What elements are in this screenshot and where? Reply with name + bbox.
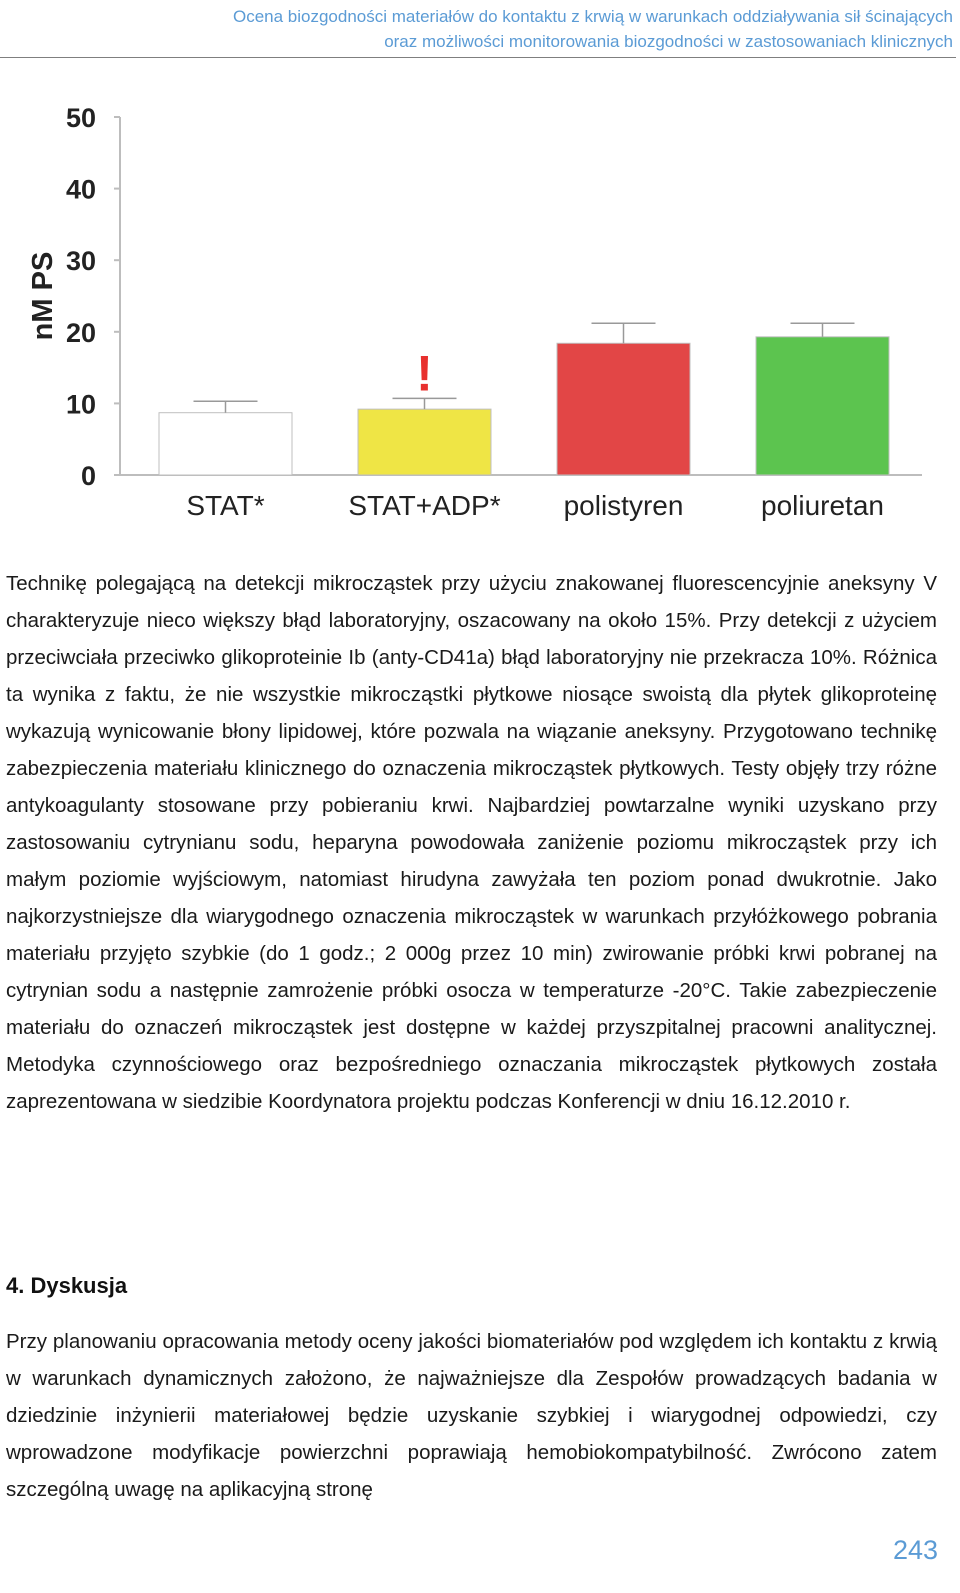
y-tick-label: 20 xyxy=(66,318,96,348)
section-heading: 4. Dyskusja xyxy=(6,1273,128,1298)
running-header-line-2: oraz możliwości monitorowania biozgodnoś… xyxy=(384,32,953,51)
running-header-line-1: Ocena biozgodności materiałów do kontakt… xyxy=(232,7,953,26)
y-tick-label: 40 xyxy=(66,175,96,205)
bar-poliuretan xyxy=(755,336,890,476)
y-tick-label: 30 xyxy=(66,246,96,276)
bar-chart: 0 10 20 30 40 50 nM PS STAT* STAT+ADP* polistyren… xyxy=(27,103,922,521)
warning-annotation: ! xyxy=(416,345,433,401)
bar-stat-adp xyxy=(357,408,492,476)
bar-stat xyxy=(158,412,293,476)
x-category-label: poliuretan xyxy=(761,490,884,521)
x-category-label: STAT+ADP* xyxy=(348,490,500,521)
y-tick-label: 10 xyxy=(66,389,96,419)
y-tick-label: 50 xyxy=(66,103,96,133)
running-header: Ocena biozgodności materiałów do kontakt… xyxy=(0,4,953,54)
x-category-label: polistyren xyxy=(564,490,684,521)
body-paragraph-2: Przy planowaniu opracowania metody oceny… xyxy=(6,1330,937,1501)
x-category-label: STAT* xyxy=(186,490,264,521)
bar-polistyren xyxy=(556,342,691,476)
body-paragraph-1: Technikę polegającą na detekcji mikroczą… xyxy=(6,572,937,1113)
y-axis-title: nM PS xyxy=(27,252,59,341)
header-divider xyxy=(0,57,956,58)
y-tick-label: 0 xyxy=(81,461,96,491)
page-number: 243 xyxy=(892,1535,938,1565)
